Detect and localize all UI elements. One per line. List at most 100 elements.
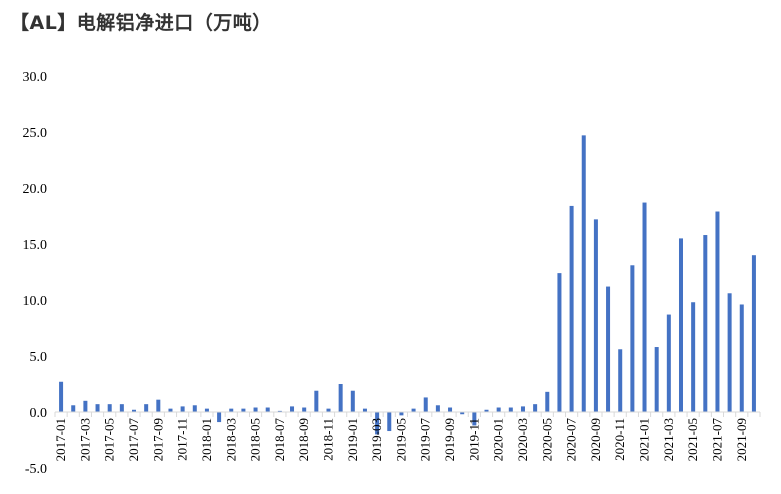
x-tick-label: 2019-07 xyxy=(418,418,433,462)
x-tick-label: 2017-09 xyxy=(150,418,165,461)
bar-2017-06 xyxy=(119,404,124,412)
x-tick-label: 2020-01 xyxy=(491,418,506,461)
bar-2017-03 xyxy=(83,400,88,412)
x-tick-label: 2021-03 xyxy=(661,418,676,461)
chart-title: 【AL】电解铝净进口（万吨） xyxy=(10,12,272,34)
bar-2020-11 xyxy=(618,349,623,412)
y-tick-label: 30.0 xyxy=(23,70,48,85)
x-tick-label: 2017-11 xyxy=(175,418,190,461)
x-tick-label: 2019-11 xyxy=(466,418,481,461)
bar-2020-02 xyxy=(508,407,513,412)
bar-2018-01 xyxy=(204,408,209,412)
x-tick-label: 2019-05 xyxy=(393,418,408,461)
x-tick-label: 2019-03 xyxy=(369,418,384,461)
x-tick-label: 2018-11 xyxy=(320,418,335,461)
x-tick-label: 2017-05 xyxy=(102,418,117,461)
bar-2020-10 xyxy=(606,286,611,412)
bar-2021-04 xyxy=(678,238,683,412)
bar-2021-05 xyxy=(691,302,696,412)
bar-2019-05 xyxy=(399,412,404,416)
x-tick-label: 2020-05 xyxy=(539,418,554,461)
x-tick-label: 2017-03 xyxy=(77,418,92,461)
bars xyxy=(59,135,756,435)
x-tick-label: 2017-01 xyxy=(53,418,68,461)
bar-2017-01 xyxy=(59,381,64,412)
x-tick-label: 2017-07 xyxy=(126,418,141,462)
x-tick-label: 2018-07 xyxy=(272,418,287,462)
bar-2021-03 xyxy=(666,314,671,412)
bar-2021-07 xyxy=(715,211,720,412)
x-tick-label: 2021-09 xyxy=(734,418,749,461)
bar-2019-07 xyxy=(423,397,428,412)
bar-2021-06 xyxy=(703,235,708,412)
y-tick-label: 5.0 xyxy=(30,350,48,365)
x-tick-label: 2018-05 xyxy=(248,418,263,461)
y-tick-label: 25.0 xyxy=(23,126,48,141)
bar-2019-11 xyxy=(472,412,477,426)
y-axis: -5.0 0.0 5.0 10.0 15.0 20.0 25.0 30.0 xyxy=(23,70,48,477)
bar-2018-12 xyxy=(338,384,343,412)
bar-2020-09 xyxy=(593,219,598,412)
bar-2019-01 xyxy=(350,390,355,412)
y-tick-label: 15.0 xyxy=(23,238,48,253)
bar-2019-06 xyxy=(411,408,416,412)
bar-2018-11 xyxy=(326,408,331,412)
bar-2020-05 xyxy=(545,391,550,412)
x-tick-label: 2019-01 xyxy=(345,418,360,461)
bar-2017-12 xyxy=(192,405,197,412)
bar-2020-12 xyxy=(630,265,635,412)
bar-2018-08 xyxy=(290,406,295,412)
bar-2019-04 xyxy=(387,412,392,432)
bar-2017-08 xyxy=(144,404,149,412)
bar-2021-02 xyxy=(654,347,659,412)
bar-2020-08 xyxy=(581,135,586,413)
y-tick-label: 0.0 xyxy=(30,406,48,421)
x-tick-label: 2020-07 xyxy=(564,418,579,462)
bar-2019-12 xyxy=(484,409,489,412)
x-tick-label: 2019-09 xyxy=(442,418,457,461)
x-tick-label: 2021-01 xyxy=(637,418,652,461)
bar-2017-05 xyxy=(107,404,112,412)
bar-2018-03 xyxy=(229,408,234,412)
bar-2021-10 xyxy=(751,255,756,412)
x-tick-label: 2020-03 xyxy=(515,418,530,461)
bar-2017-04 xyxy=(95,404,100,412)
x-tick-label: 2020-09 xyxy=(588,418,603,461)
x-axis: 2017-01 2017-03 2017-05 2017-07 2017-09 2017-… xyxy=(53,411,761,462)
x-tick-label: 2021-07 xyxy=(709,418,724,462)
bar-2017-07 xyxy=(132,409,137,412)
bar-2020-01 xyxy=(496,407,501,412)
bar-2021-08 xyxy=(727,293,732,412)
x-tick-label: 2018-03 xyxy=(223,418,238,461)
bar-2021-01 xyxy=(642,202,647,412)
bar-2018-10 xyxy=(314,390,319,412)
bar-2020-06 xyxy=(557,273,562,412)
x-tick-label: 2021-05 xyxy=(685,418,700,461)
bar-2018-07 xyxy=(277,410,282,412)
bar-2020-07 xyxy=(569,205,574,412)
y-tick-label: 20.0 xyxy=(23,182,48,197)
bar-2018-06 xyxy=(265,407,270,412)
x-tick-label: 2020-11 xyxy=(612,418,627,461)
bar-2018-04 xyxy=(241,408,246,412)
bar-2019-09 xyxy=(448,407,453,412)
bar-2019-02 xyxy=(362,408,367,412)
bar-2018-05 xyxy=(253,407,258,412)
bar-2021-09 xyxy=(739,304,744,412)
x-tick-label: 2018-01 xyxy=(199,418,214,461)
bar-2018-09 xyxy=(302,407,307,412)
x-tick-label: 2018-09 xyxy=(296,418,311,461)
bar-2019-03 xyxy=(375,412,380,435)
bar-2019-10 xyxy=(460,412,465,415)
bar-2020-03 xyxy=(520,406,525,412)
y-tick-label: -5.0 xyxy=(25,462,47,477)
bar-2017-02 xyxy=(71,405,76,412)
bar-2017-09 xyxy=(156,399,161,412)
bar-2019-08 xyxy=(435,405,440,412)
bar-2020-04 xyxy=(533,404,538,412)
bar-2017-11 xyxy=(180,406,185,412)
bar-2017-10 xyxy=(168,408,173,412)
y-tick-label: 10.0 xyxy=(23,294,48,309)
bar-2018-02 xyxy=(217,412,222,423)
